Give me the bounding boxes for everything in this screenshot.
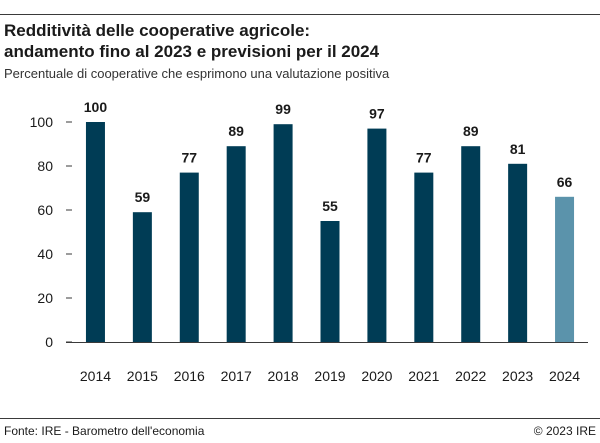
chart-title-line-1: Redditività delle cooperative agricole: [4, 21, 311, 40]
bottom-rule [0, 418, 600, 419]
bar-2023 [508, 163, 528, 342]
copyright-note: © 2023 IRE [533, 424, 596, 438]
y-tick-label: 60 [37, 202, 53, 218]
x-tick-label: 2016 [174, 368, 205, 384]
chart-title: Redditività delle cooperative agricole: … [4, 20, 594, 62]
data-label-2017: 89 [228, 123, 244, 139]
data-label-2024: 66 [557, 174, 573, 190]
x-tick-label: 2017 [221, 368, 252, 384]
bar-2020 [367, 128, 387, 342]
y-tick-label: 100 [30, 114, 54, 130]
y-tick-label: 20 [37, 290, 53, 306]
bar-2016 [179, 172, 199, 342]
bar-2014 [85, 122, 105, 342]
bar-2015 [132, 212, 152, 342]
data-label-2015: 59 [135, 189, 151, 205]
x-tick-label: 2024 [549, 368, 580, 384]
bar-2024 [555, 196, 575, 342]
x-tick-label: 2014 [80, 368, 111, 384]
x-tick-label: 2023 [502, 368, 533, 384]
bar-2019 [320, 221, 340, 342]
data-label-2023: 81 [510, 141, 526, 157]
bar-2018 [273, 124, 293, 342]
data-label-2019: 55 [322, 198, 338, 214]
data-label-2022: 89 [463, 123, 479, 139]
x-tick-label: 2020 [361, 368, 392, 384]
x-tick-label: 2022 [455, 368, 486, 384]
source-note: Fonte: IRE - Barometro dell'economia [4, 424, 205, 438]
bar-2022 [461, 146, 481, 342]
x-tick-label: 2021 [408, 368, 439, 384]
top-rule [0, 14, 600, 15]
data-label-2020: 97 [369, 106, 385, 122]
x-tick-label: 2015 [127, 368, 158, 384]
x-tick-label: 2018 [268, 368, 299, 384]
bar-2021 [414, 172, 434, 342]
y-tick-label: 40 [37, 246, 53, 262]
x-tick-label: 2019 [314, 368, 345, 384]
bar-2017 [226, 146, 246, 342]
y-tick-label: 0 [45, 334, 53, 350]
chart-title-line-2: andamento fino al 2023 e previsioni per … [4, 42, 380, 61]
data-label-2016: 77 [181, 150, 197, 166]
data-label-2014: 100 [84, 99, 108, 115]
data-label-2018: 99 [275, 101, 291, 117]
y-tick-label: 80 [37, 158, 53, 174]
chart-subtitle: Percentuale di cooperative che esprimono… [4, 66, 390, 81]
data-label-2021: 77 [416, 150, 432, 166]
